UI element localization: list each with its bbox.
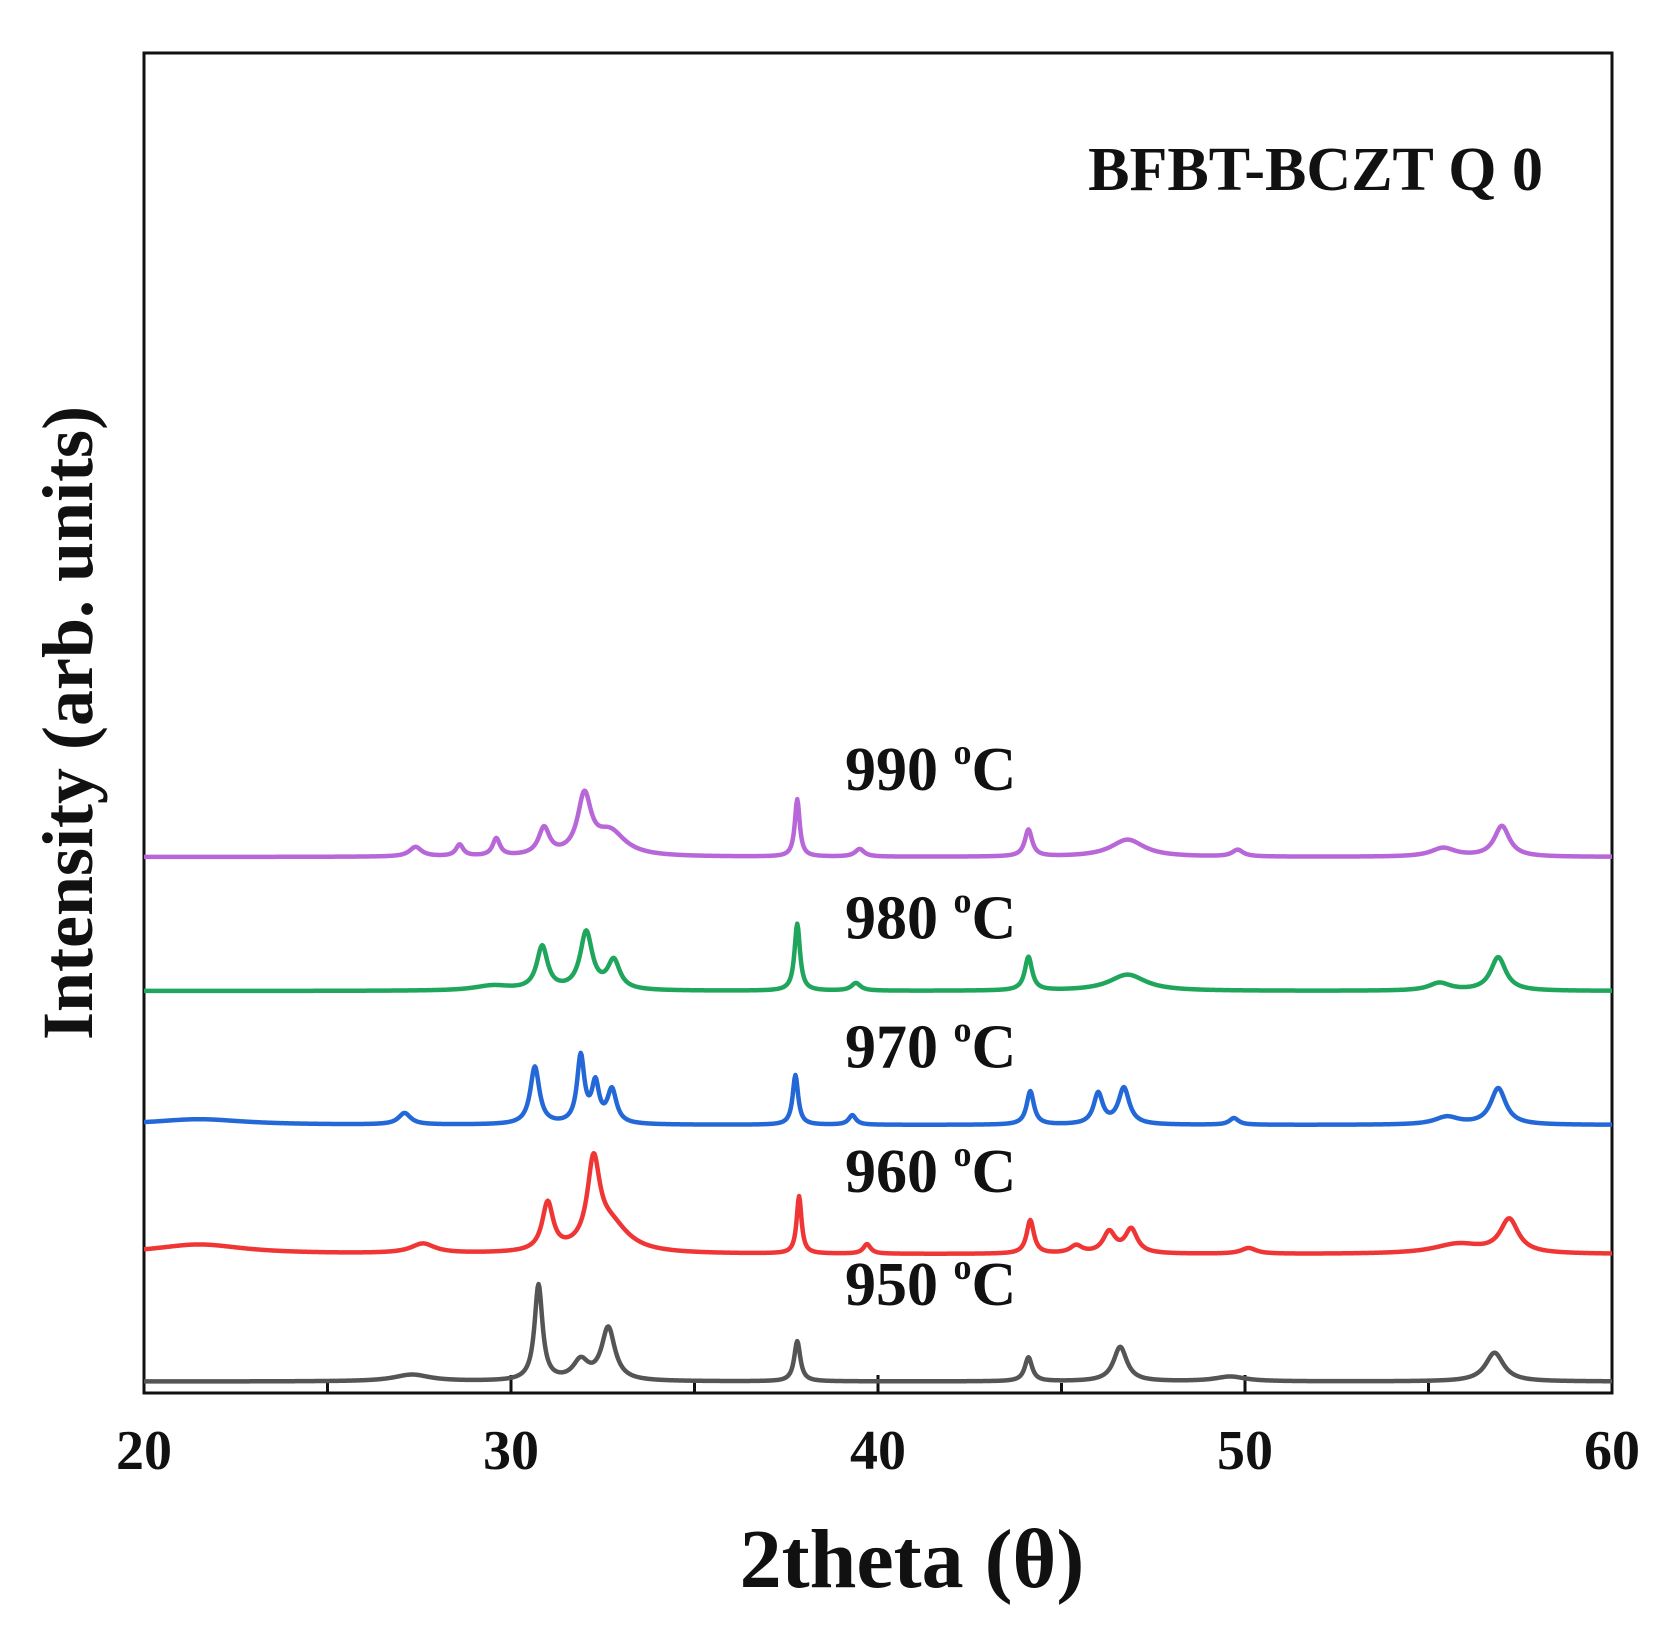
series-line — [142, 1281, 1614, 1384]
series-line — [142, 1050, 1614, 1127]
series-label-degree: o — [953, 1010, 971, 1050]
series-label-value: 980 — [845, 884, 954, 952]
series-label: 990 oC — [845, 732, 1016, 804]
series-label-degree: o — [953, 1134, 971, 1174]
x-tick-label: 20 — [116, 1420, 172, 1482]
chart-title: BFBT-BCZT Q 0 — [1088, 136, 1543, 204]
x-tick-label: 50 — [1217, 1420, 1273, 1482]
series-label-value: 950 — [845, 1251, 954, 1319]
series-label-degree: o — [953, 1247, 971, 1287]
x-tick-label: 60 — [1584, 1420, 1640, 1482]
series-label-value: 970 — [845, 1014, 954, 1082]
series-label: 960 oC — [845, 1134, 1016, 1206]
series-label-value: 960 — [845, 1138, 954, 1206]
series-line — [142, 788, 1614, 860]
series-label-unit: C — [971, 884, 1016, 952]
x-axis-label: 2theta (θ) — [740, 1513, 1085, 1606]
series-lines — [142, 788, 1614, 1384]
series-line — [142, 1150, 1614, 1256]
series-label-unit: C — [971, 1138, 1016, 1206]
series-label: 980 oC — [845, 880, 1016, 952]
series-label-unit: C — [971, 1251, 1016, 1319]
series-line — [142, 921, 1614, 994]
series-label-degree: o — [953, 880, 971, 920]
series-label: 950 oC — [845, 1247, 1016, 1319]
x-axis-tick-labels: 20 30 40 50 60 — [116, 1420, 1640, 1482]
series-label-value: 990 — [845, 736, 954, 804]
y-axis-label: Intensity (arb. units) — [28, 406, 108, 1040]
series-label: 970 oC — [845, 1010, 1016, 1082]
series-label-unit: C — [971, 1014, 1016, 1082]
x-axis-ticks — [142, 1375, 1614, 1393]
series-label-unit: C — [971, 736, 1016, 804]
series-label-degree: o — [953, 732, 971, 772]
x-tick-label: 40 — [850, 1420, 906, 1482]
x-tick-label: 30 — [483, 1420, 539, 1482]
